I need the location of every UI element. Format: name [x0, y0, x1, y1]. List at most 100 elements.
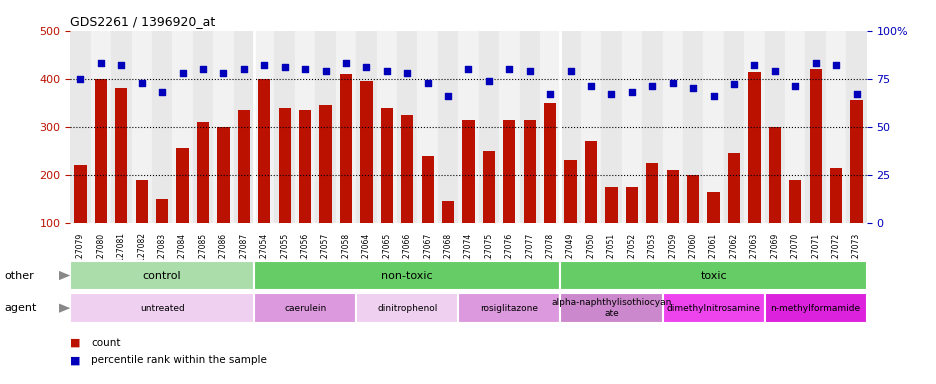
- Bar: [95, 79, 107, 223]
- Point: [113, 62, 128, 68]
- Point: [317, 68, 332, 74]
- Bar: [442, 201, 454, 223]
- Bar: [686, 175, 698, 223]
- Point: [358, 64, 373, 70]
- Bar: [727, 153, 739, 223]
- Text: GDS2261 / 1396920_at: GDS2261 / 1396920_at: [70, 15, 215, 28]
- Bar: [172, 31, 193, 223]
- Bar: [764, 293, 866, 323]
- Text: agent: agent: [5, 303, 37, 313]
- Text: ■: ■: [70, 355, 80, 366]
- Text: control: control: [142, 270, 182, 281]
- Bar: [662, 31, 682, 223]
- Bar: [707, 192, 719, 223]
- Point: [767, 68, 782, 74]
- Point: [461, 66, 475, 72]
- Point: [481, 78, 496, 84]
- Point: [196, 66, 211, 72]
- Bar: [682, 31, 703, 223]
- Bar: [850, 100, 862, 223]
- Point: [542, 91, 557, 97]
- Text: rosiglitazone: rosiglitazone: [480, 304, 538, 313]
- Point: [604, 91, 619, 97]
- Bar: [788, 180, 800, 223]
- Bar: [376, 31, 397, 223]
- Point: [563, 68, 578, 74]
- Text: toxic: toxic: [699, 270, 726, 281]
- Bar: [845, 31, 866, 223]
- Point: [827, 62, 842, 68]
- Bar: [176, 148, 188, 223]
- Bar: [397, 31, 417, 223]
- Bar: [539, 31, 560, 223]
- Bar: [605, 187, 617, 223]
- Point: [787, 83, 802, 89]
- Text: ■: ■: [70, 338, 80, 348]
- Point: [440, 93, 455, 99]
- Bar: [152, 31, 172, 223]
- Bar: [646, 163, 658, 223]
- Bar: [254, 31, 274, 223]
- Bar: [356, 31, 376, 223]
- Point: [725, 81, 740, 88]
- Point: [134, 79, 149, 86]
- Bar: [625, 187, 637, 223]
- Bar: [563, 161, 577, 223]
- Bar: [764, 31, 784, 223]
- Point: [665, 79, 680, 86]
- Point: [400, 70, 415, 76]
- Bar: [401, 115, 413, 223]
- Bar: [213, 31, 233, 223]
- Bar: [499, 31, 519, 223]
- Bar: [584, 141, 596, 223]
- Bar: [503, 119, 515, 223]
- Bar: [458, 31, 478, 223]
- Bar: [621, 31, 641, 223]
- Point: [154, 89, 169, 95]
- Point: [94, 60, 109, 66]
- Point: [583, 83, 598, 89]
- Bar: [299, 110, 311, 223]
- Bar: [580, 31, 601, 223]
- Bar: [136, 180, 148, 223]
- Bar: [274, 31, 295, 223]
- Polygon shape: [59, 271, 70, 280]
- Point: [338, 60, 353, 66]
- Bar: [723, 31, 743, 223]
- Point: [175, 70, 190, 76]
- Bar: [131, 31, 152, 223]
- Bar: [356, 293, 458, 323]
- Bar: [111, 31, 131, 223]
- Bar: [74, 165, 86, 223]
- Bar: [254, 293, 356, 323]
- Bar: [359, 81, 373, 223]
- Bar: [70, 293, 254, 323]
- Bar: [601, 31, 621, 223]
- Bar: [784, 31, 805, 223]
- Text: non-toxic: non-toxic: [381, 270, 432, 281]
- Bar: [482, 151, 494, 223]
- Point: [521, 68, 536, 74]
- Bar: [641, 31, 662, 223]
- Bar: [380, 108, 392, 223]
- Bar: [278, 108, 290, 223]
- Bar: [233, 31, 254, 223]
- Bar: [156, 199, 168, 223]
- Bar: [665, 170, 678, 223]
- Bar: [805, 31, 825, 223]
- Bar: [825, 31, 845, 223]
- Bar: [421, 156, 433, 223]
- Text: untreated: untreated: [139, 304, 184, 313]
- Text: dinitrophenol: dinitrophenol: [376, 304, 437, 313]
- Bar: [319, 105, 331, 223]
- Bar: [768, 127, 780, 223]
- Bar: [258, 79, 271, 223]
- Bar: [335, 31, 356, 223]
- Bar: [417, 31, 437, 223]
- Point: [746, 62, 761, 68]
- Bar: [254, 261, 560, 290]
- Text: caerulein: caerulein: [284, 304, 326, 313]
- Bar: [340, 74, 352, 223]
- Point: [685, 85, 700, 91]
- Bar: [560, 31, 580, 223]
